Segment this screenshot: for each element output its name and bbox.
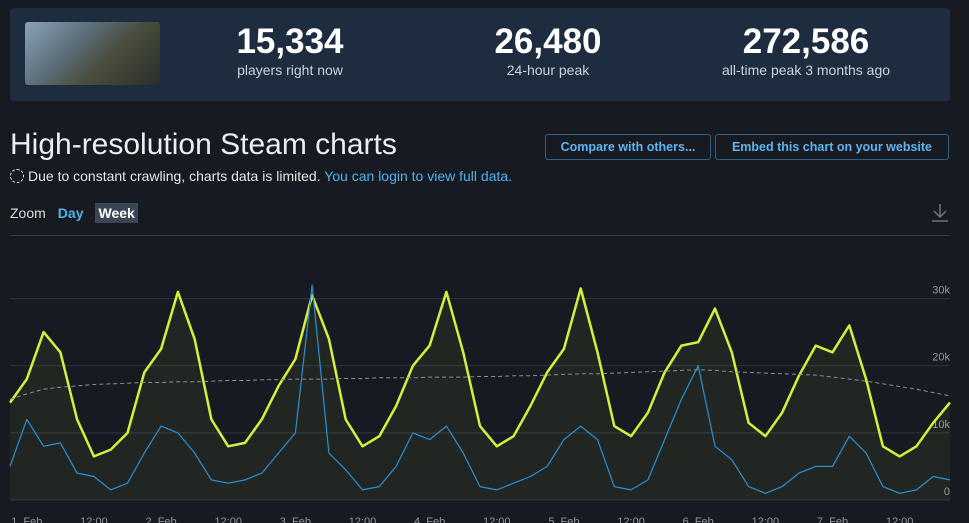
line bbox=[8, 287, 951, 458]
notice-text: Due to constant crawling, charts data is… bbox=[28, 168, 321, 184]
x-tick-label: 12:00 bbox=[483, 516, 511, 523]
x-tick-label: 12:00 bbox=[80, 516, 108, 523]
x-tick-label: 12:00 bbox=[617, 516, 645, 523]
y-tick-label: 10k bbox=[932, 419, 950, 431]
area bbox=[10, 288, 950, 500]
stat-value: 26,480 bbox=[494, 22, 602, 61]
stat: 15,334 players right now bbox=[170, 22, 410, 78]
stat-label: all-time peak 3 months ago bbox=[721, 62, 891, 78]
x-tick-label: 12:00 bbox=[214, 516, 242, 523]
x-tick-label: 12:00 bbox=[349, 516, 377, 523]
game-thumbnail[interactable] bbox=[25, 22, 160, 85]
stat-value: 15,334 bbox=[236, 22, 344, 61]
login-link[interactable]: You can login to view full data. bbox=[324, 168, 513, 184]
notice-icon bbox=[10, 169, 24, 183]
stat: 272,586 all-time peak 3 months ago bbox=[686, 22, 926, 78]
embed-button[interactable]: Embed this chart on your website bbox=[715, 134, 949, 160]
stat: 26,480 24-hour peak bbox=[428, 22, 668, 78]
compare-button[interactable]: Compare with others... bbox=[545, 134, 711, 160]
y-tick-label: 0 bbox=[944, 486, 950, 498]
page-title: High-resolution Steam charts bbox=[10, 128, 397, 161]
zoom-label: Zoom bbox=[10, 205, 46, 221]
separator bbox=[10, 235, 950, 236]
zoom-option[interactable]: Day bbox=[57, 205, 84, 221]
zoom-option[interactable]: Week bbox=[95, 203, 138, 223]
x-tick-label: 12:00 bbox=[752, 516, 780, 523]
line bbox=[9, 369, 951, 400]
y-tick-label: 20k bbox=[932, 352, 950, 364]
stat-value: 272,586 bbox=[742, 22, 870, 61]
notice: Due to constant crawling, charts data is… bbox=[10, 168, 512, 184]
x-tick-label: 7. Feb bbox=[817, 516, 848, 523]
y-tick-label: 30k bbox=[932, 285, 950, 297]
x-tick-label: 6. Feb bbox=[683, 516, 714, 523]
x-tick-label: 5. Feb bbox=[548, 516, 579, 523]
x-tick-label: 3. Feb bbox=[280, 516, 311, 523]
stat-label: players right now bbox=[237, 62, 343, 78]
x-tick-label: 2. Feb bbox=[145, 516, 176, 523]
x-tick-label: 4. Feb bbox=[414, 516, 445, 523]
x-tick-label: 1. Feb bbox=[11, 516, 42, 523]
x-tick-label: 12:00 bbox=[886, 516, 914, 523]
stats-header: 15,334 players right now 26,480 24-hour pe… bbox=[10, 8, 950, 101]
line bbox=[9, 284, 951, 494]
download-icon[interactable] bbox=[932, 204, 948, 222]
zoom-bar: Zoom Day Week bbox=[10, 203, 150, 223]
stat-label: 24-hour peak bbox=[506, 62, 590, 78]
